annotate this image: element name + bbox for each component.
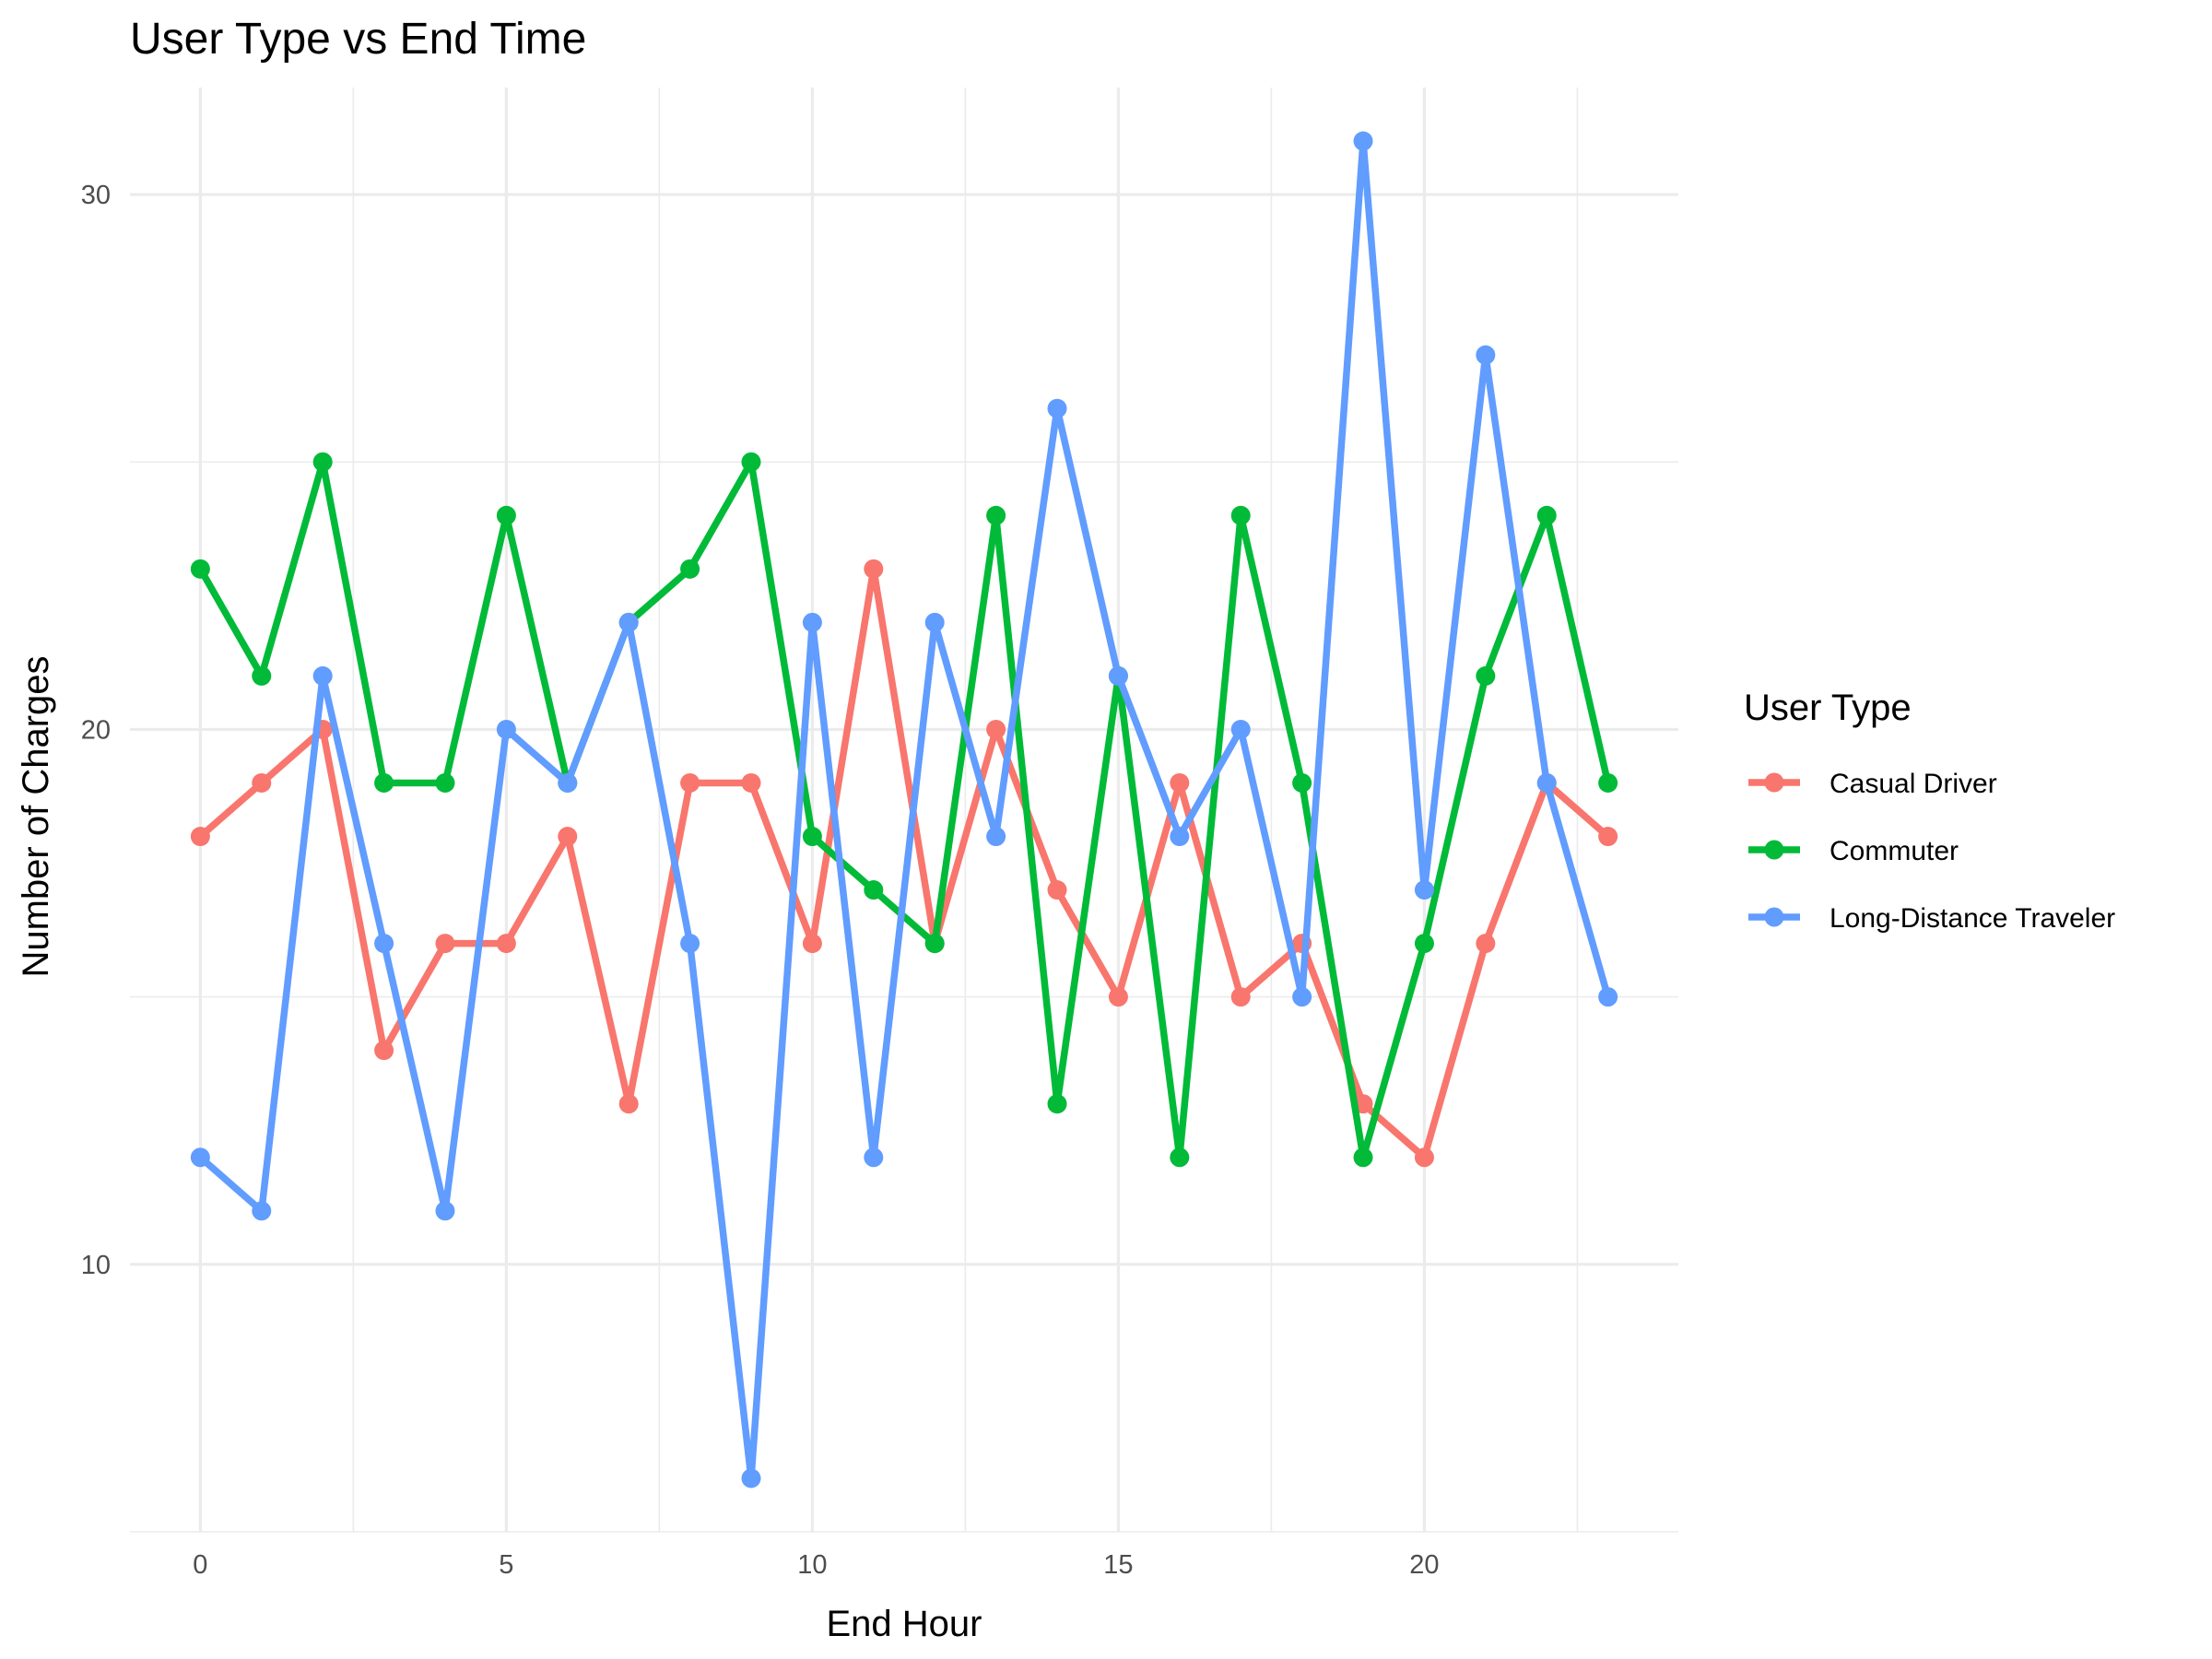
long-distance-traveler-point [741, 1468, 761, 1488]
long-distance-traveler-point [558, 772, 578, 793]
x-tick-label: 15 [1103, 1550, 1133, 1580]
series-commuter [190, 452, 1618, 1168]
commuter-point [802, 827, 822, 847]
legend-item-casual-driver: Casual Driver [1748, 769, 1997, 799]
commuter-point [312, 452, 333, 472]
legend: User Type Casual Driver Commuter Long-Dist… [1744, 688, 2115, 934]
commuter-point [986, 505, 1006, 525]
long-distance-traveler-point [1292, 987, 1312, 1007]
legend-label: Casual Driver [1830, 769, 1997, 799]
long-distance-traveler-point [1230, 719, 1251, 739]
long-distance-traveler-point [190, 1147, 210, 1168]
casual-driver-point [802, 934, 822, 954]
casual-driver-point [435, 934, 455, 954]
y-tick-label: 30 [81, 181, 111, 210]
commuter-point [1292, 772, 1312, 793]
commuter-point [496, 505, 516, 525]
commuter-point [1536, 505, 1557, 525]
long-distance-traveler-point [1476, 345, 1496, 365]
legend-item-long-distance-traveler: Long-Distance Traveler [1748, 903, 2115, 934]
commuter-point [1047, 1094, 1067, 1114]
casual-driver-point [1047, 880, 1067, 900]
casual-driver-point [190, 827, 210, 847]
chart-title: User Type vs End Time [130, 15, 586, 64]
casual-driver-point [1476, 934, 1496, 954]
x-tick-label: 20 [1409, 1550, 1439, 1580]
long-distance-traveler-point [864, 1147, 884, 1168]
legend-key-point [1764, 907, 1784, 927]
commuter-point [374, 772, 394, 793]
x-tick-label: 10 [797, 1550, 827, 1580]
commuter-point [1476, 665, 1496, 686]
long-distance-traveler-point [435, 1201, 455, 1221]
commuter-point [1353, 1147, 1373, 1168]
long-distance-traveler-point [986, 827, 1006, 847]
legend-key-point [1764, 772, 1784, 793]
long-distance-traveler-point [1536, 772, 1557, 793]
casual-driver-point [1108, 987, 1128, 1007]
casual-driver-point [374, 1041, 394, 1061]
commuter-point [864, 880, 884, 900]
casual-driver-point [252, 772, 272, 793]
long-distance-traveler-point [618, 612, 639, 632]
casual-driver-point [864, 559, 884, 579]
casual-driver-point [1414, 1147, 1434, 1168]
long-distance-traveler-point [312, 665, 333, 686]
casual-driver-point [1230, 987, 1251, 1007]
y-axis-title: Number of Charges [16, 655, 56, 977]
y-tick-label: 20 [81, 715, 111, 745]
casual-driver-point [618, 1094, 639, 1114]
casual-driver-point [496, 934, 516, 954]
casual-driver-point [1598, 827, 1618, 847]
legend-item-commuter: Commuter [1748, 836, 1959, 866]
grid [130, 88, 1678, 1533]
commuter-point [924, 934, 945, 954]
long-distance-traveler-point [1353, 131, 1373, 151]
commuter-point [680, 559, 700, 579]
axes: End Hour Number of Charges 10 20 30 0 5 10 15 2… [16, 181, 1440, 1644]
x-tick-label: 5 [499, 1550, 513, 1580]
long-distance-traveler-point [1170, 827, 1190, 847]
x-tick-label: 0 [193, 1550, 207, 1580]
legend-label: Long-Distance Traveler [1830, 903, 2115, 934]
long-distance-traveler-point [1598, 987, 1618, 1007]
commuter-point [741, 452, 761, 472]
long-distance-traveler-point [252, 1201, 272, 1221]
long-distance-traveler-point [1414, 880, 1434, 900]
long-distance-traveler-point [374, 934, 394, 954]
commuter-point [1170, 1147, 1190, 1168]
commuter-point [1414, 934, 1434, 954]
commuter-point [190, 559, 210, 579]
legend-title: User Type [1744, 688, 1912, 728]
commuter-point [1598, 772, 1618, 793]
long-distance-traveler-line [197, 137, 1612, 1482]
casual-driver-point [741, 772, 761, 793]
y-tick-label: 10 [81, 1251, 111, 1280]
plot-series [190, 131, 1618, 1488]
commuter-point [1230, 505, 1251, 525]
commuter-point [252, 665, 272, 686]
long-distance-traveler-point [802, 612, 822, 632]
series-long-distance-traveler [190, 131, 1618, 1488]
casual-driver-point [680, 772, 700, 793]
x-axis-title: End Hour [827, 1604, 982, 1644]
casual-driver-point [1170, 772, 1190, 793]
casual-driver-point [986, 719, 1006, 739]
legend-label: Commuter [1830, 836, 1959, 866]
long-distance-traveler-point [496, 719, 516, 739]
legend-key-point [1764, 840, 1784, 860]
long-distance-traveler-point [1108, 665, 1128, 686]
long-distance-traveler-point [1047, 398, 1067, 418]
long-distance-traveler-point [680, 934, 700, 954]
long-distance-traveler-point [924, 612, 945, 632]
casual-driver-point [558, 827, 578, 847]
commuter-point [435, 772, 455, 793]
